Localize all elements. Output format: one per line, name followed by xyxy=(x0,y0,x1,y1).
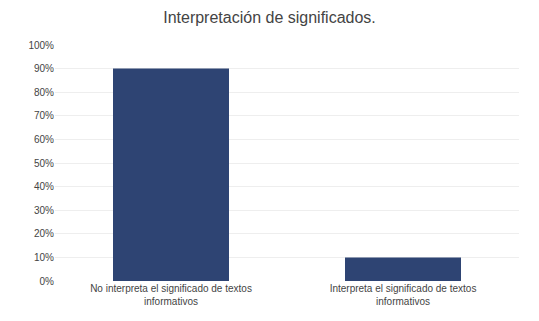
svg-text:100%: 100% xyxy=(28,40,54,51)
svg-text:90%: 90% xyxy=(34,63,54,74)
svg-text:Interpreta el significado de t: Interpreta el significado de textosinfor… xyxy=(330,283,477,307)
svg-text:70%: 70% xyxy=(34,110,54,121)
svg-text:50%: 50% xyxy=(34,158,54,169)
svg-text:0%: 0% xyxy=(40,276,55,287)
svg-text:30%: 30% xyxy=(34,205,54,216)
svg-text:10%: 10% xyxy=(34,252,54,263)
svg-text:No interpreta el significado d: No interpreta el significado de textosin… xyxy=(90,283,252,307)
svg-text:60%: 60% xyxy=(34,134,54,145)
svg-text:40%: 40% xyxy=(34,181,54,192)
svg-text:80%: 80% xyxy=(34,87,54,98)
svg-text:Interpretación de significados: Interpretación de significados. xyxy=(163,9,376,26)
svg-text:20%: 20% xyxy=(34,228,54,239)
